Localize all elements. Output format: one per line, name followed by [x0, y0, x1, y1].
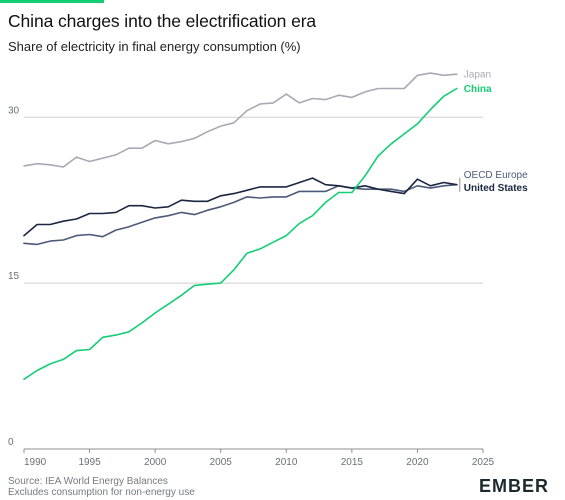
y-tick-label: 0 [8, 437, 14, 448]
series-line-china [23, 87, 458, 381]
x-tick-label: 2005 [210, 457, 233, 468]
series-label-oecd-europe: OECD Europe [464, 170, 528, 181]
y-tick-label: 15 [8, 271, 20, 282]
series-label-japan: Japan [464, 70, 491, 81]
x-tick-label: 2010 [275, 457, 298, 468]
series-label-united-states: United States [464, 183, 528, 194]
series-line-united-states [23, 177, 458, 237]
x-tick-label: 1995 [78, 457, 101, 468]
accent-bar [0, 0, 104, 3]
ember-logo: EMBER [478, 476, 549, 496]
source-note-line: Excludes consumption for non-energy use [8, 487, 195, 498]
y-tick-label: 30 [8, 105, 20, 116]
series-label-china: China [464, 84, 492, 95]
x-tick-label: 2000 [144, 457, 167, 468]
x-tick-label: 2025 [472, 457, 495, 468]
x-tick-label: 2015 [341, 457, 364, 468]
x-tick-label: 1990 [24, 457, 47, 468]
x-tick-label: 2020 [406, 457, 429, 468]
series-line-japan [23, 72, 458, 168]
chart-title: China charges into the electrification e… [8, 11, 317, 31]
source-note: Source: IEA World Energy Balances Exclud… [8, 476, 195, 498]
source-line: Source: IEA World Energy Balances [8, 476, 168, 487]
series-line-oecd-europe [23, 183, 458, 246]
chart-subtitle: Share of electricity in final energy con… [8, 39, 301, 54]
